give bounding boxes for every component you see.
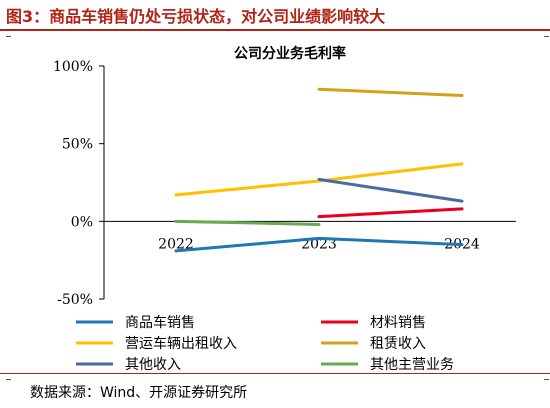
data-point [317, 222, 321, 226]
legend-label: 商品车销售 [125, 314, 195, 331]
y-tick-label: 50% [62, 137, 93, 153]
data-point [174, 249, 178, 253]
corner-mark [6, 379, 11, 380]
data-point [460, 162, 464, 166]
y-axis-ticks: 100% 50% 0% -50% [53, 59, 104, 308]
corner-mark [6, 36, 11, 37]
data-point [460, 94, 464, 98]
legend-label: 租赁收入 [370, 336, 426, 352]
series-group [174, 87, 464, 253]
chart-title: 公司分业务毛利率 [234, 45, 346, 62]
x-tick-label: 2022 [158, 236, 194, 252]
data-point [317, 215, 321, 219]
y-tick-label: 0% [71, 214, 93, 230]
data-point [317, 177, 321, 181]
legend-label: 其他主营业务 [370, 357, 454, 373]
x-axis-ticks: 2022 2023 2024 [158, 236, 480, 252]
series-line-3 [318, 87, 463, 98]
figure-title: 图3：商品车销售仍处亏损状态，对公司业绩影响较大 [6, 7, 386, 26]
data-point [174, 193, 178, 197]
data-point [317, 87, 321, 91]
legend-label: 材料销售 [370, 315, 426, 331]
corner-mark [544, 379, 549, 380]
title-divider [0, 29, 550, 31]
series-line-1 [318, 207, 463, 219]
data-point [460, 199, 464, 203]
y-tick-label: -50% [57, 292, 93, 308]
y-tick-label: 100% [53, 59, 93, 75]
data-point [460, 243, 464, 247]
footer-divider [0, 373, 550, 374]
data-point [460, 207, 464, 211]
chart-area: 公司分业务毛利率 100% 50% 0% -50% 2022 2023 2024 商品车销… [53, 45, 516, 373]
source-note: 数据来源：Wind、开源证券研究所 [30, 385, 248, 401]
data-point [174, 219, 178, 223]
corner-mark [544, 36, 549, 37]
legend-label: 其他收入 [125, 357, 181, 373]
series-line-5 [175, 219, 320, 226]
data-point [317, 236, 321, 240]
series-line-4 [318, 177, 463, 203]
legend-label: 营运车辆出租收入 [125, 335, 237, 352]
